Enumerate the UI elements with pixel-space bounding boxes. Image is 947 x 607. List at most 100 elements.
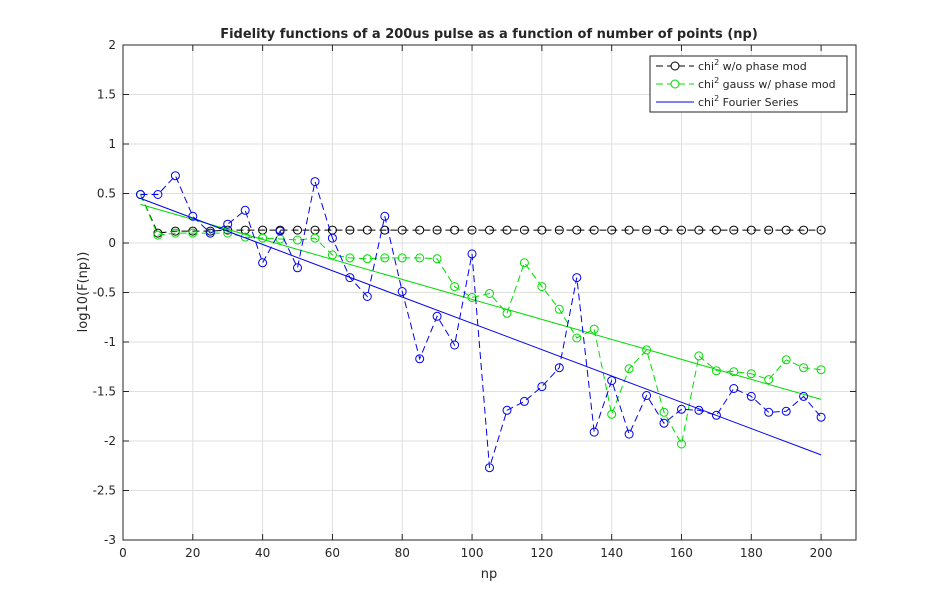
- data-point: [572, 333, 582, 343]
- data-point: [450, 282, 460, 292]
- x-tick-label: 200: [810, 546, 833, 560]
- x-tick-label: 60: [325, 546, 340, 560]
- data-point: [764, 375, 774, 385]
- data-point: [729, 225, 739, 235]
- data-point: [642, 225, 652, 235]
- series-line-1: [140, 194, 822, 446]
- data-point: [624, 225, 634, 235]
- data-point: [711, 225, 721, 235]
- y-tick-label: -2: [104, 434, 116, 448]
- data-point: [380, 253, 390, 263]
- data-point: [153, 190, 163, 199]
- series-line-0: [140, 194, 822, 234]
- x-tick-label: 140: [600, 546, 623, 560]
- x-tick-label: 40: [255, 546, 270, 560]
- y-tick-label: 0.5: [97, 187, 116, 201]
- x-tick-label: 100: [461, 546, 484, 560]
- data-point: [240, 232, 250, 242]
- data-point: [537, 382, 547, 392]
- data-point: [310, 177, 320, 187]
- data-point: [746, 369, 756, 379]
- data-point: [554, 225, 564, 235]
- data-point: [781, 225, 791, 235]
- data-point: [380, 225, 390, 235]
- data-point: [816, 412, 826, 422]
- data-point: [781, 355, 791, 365]
- x-tick-label: 120: [530, 546, 553, 560]
- data-point: [589, 225, 599, 235]
- data-point: [607, 409, 617, 419]
- y-tick-label: 0: [108, 236, 116, 250]
- data-point: [153, 230, 163, 240]
- data-point: [502, 405, 512, 415]
- data-point: [519, 225, 529, 235]
- x-tick-label: 0: [119, 546, 127, 560]
- data-point: [293, 263, 302, 273]
- x-tick-label: 160: [670, 546, 693, 560]
- data-point: [572, 273, 582, 283]
- data-point: [258, 258, 268, 268]
- data-point: [293, 235, 302, 245]
- data-point: [659, 225, 669, 235]
- data-point: [450, 225, 460, 235]
- data-point: [345, 225, 355, 235]
- data-point: [589, 324, 599, 334]
- data-point: [781, 406, 791, 416]
- data-point: [659, 418, 669, 428]
- y-tick-label: -3: [104, 533, 116, 547]
- data-point: [694, 351, 704, 361]
- data-point: [764, 225, 774, 235]
- data-point: [537, 282, 547, 292]
- data-point: [327, 233, 337, 243]
- data-point: [467, 225, 477, 235]
- data-point: [729, 367, 739, 377]
- legend: chi2 w/o phase mod chi2 gauss w/ phase mo…: [649, 55, 848, 113]
- y-tick-label: 1: [108, 137, 116, 151]
- data-point: [624, 364, 634, 374]
- legend-marker: [670, 61, 680, 71]
- data-point: [362, 254, 372, 264]
- data-point: [816, 365, 826, 375]
- data-point: [485, 463, 494, 473]
- data-point: [362, 225, 372, 235]
- legend-label: chi2 gauss w/ phase mod: [698, 76, 836, 91]
- data-point: [293, 225, 302, 235]
- data-point: [659, 407, 669, 417]
- data-point: [799, 391, 809, 401]
- chart-title: Fidelity functions of a 200us pulse as a…: [220, 27, 758, 42]
- data-point: [485, 289, 494, 298]
- data-point: [432, 311, 442, 321]
- data-point: [519, 396, 529, 406]
- data-point: [170, 171, 180, 181]
- x-axis: 0 20 40 60 80 100 120 140 160 180 200: [119, 45, 833, 560]
- x-axis-label: np: [481, 567, 498, 582]
- data-point: [205, 228, 215, 238]
- x-tick-label: 180: [740, 546, 763, 560]
- data-point: [467, 249, 477, 259]
- y-tick-label: -1.5: [93, 385, 116, 399]
- data-point: [746, 391, 756, 401]
- data-point: [415, 225, 425, 235]
- data-point: [502, 225, 512, 235]
- data-point: [799, 363, 809, 373]
- y-tick-label: 1.5: [97, 88, 116, 102]
- legend-label: chi2 w/o phase mod: [698, 58, 807, 73]
- data-point: [642, 391, 652, 400]
- data-point: [432, 254, 442, 264]
- data-point: [519, 258, 529, 268]
- data-point: [677, 439, 686, 449]
- data-point: [624, 429, 634, 439]
- data-point: [223, 219, 233, 229]
- legend-label: chi2 Fourier Series: [698, 94, 799, 109]
- data-point: [345, 253, 355, 263]
- data-point: [677, 225, 686, 235]
- data-point: [677, 404, 686, 414]
- data-point: [362, 292, 372, 301]
- series-line-3: [140, 174, 822, 468]
- data-point: [554, 363, 564, 373]
- data-point: [816, 225, 826, 235]
- data-point: [397, 253, 407, 263]
- data-point: [711, 410, 721, 420]
- data-point: [188, 228, 198, 238]
